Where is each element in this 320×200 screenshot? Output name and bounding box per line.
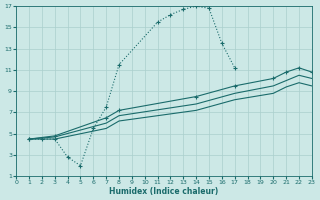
X-axis label: Humidex (Indice chaleur): Humidex (Indice chaleur) bbox=[109, 187, 219, 196]
